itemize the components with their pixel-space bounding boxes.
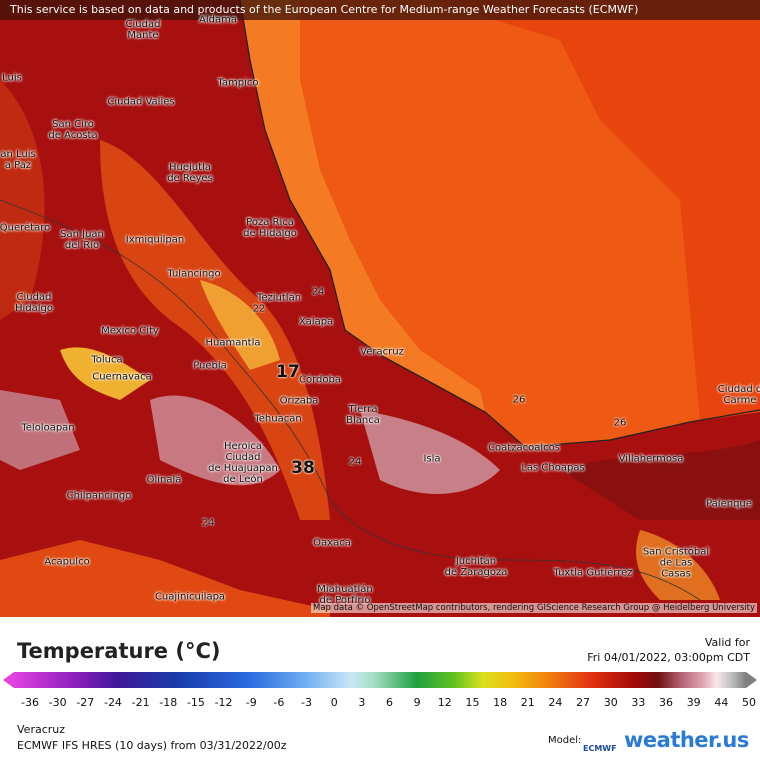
city-label: Ixmiquilpan xyxy=(125,234,185,246)
city-label: Veracruz xyxy=(360,346,404,358)
legend-title: Temperature (°C) xyxy=(17,639,221,663)
colorbar-tick-label: -3 xyxy=(301,696,313,709)
city-label: Poza Rica de Hidalgo xyxy=(243,217,297,239)
contour-label: 24 xyxy=(311,286,325,298)
colorbar-tick-label: 50 xyxy=(742,696,756,709)
city-label: Ciudad d Carme xyxy=(717,384,760,406)
model-label: Model: xyxy=(548,735,582,746)
colorbar-tick-label: 18 xyxy=(493,696,508,709)
city-label: Juchitán de Zaragoza xyxy=(444,556,508,578)
colorbar-tick-label: -12 xyxy=(214,696,233,709)
contour-label: 38 xyxy=(291,458,315,478)
valid-time: Fri 04/01/2022, 03:00pm CDT xyxy=(587,651,750,664)
contour-label: 24 xyxy=(348,456,362,468)
contour-label: 17 xyxy=(276,362,300,382)
valid-label: Valid for xyxy=(704,636,750,649)
brand-logo[interactable]: weather.us xyxy=(624,728,749,752)
city-label: Ciudad Valles xyxy=(107,96,175,108)
map: This service is based on data and produc… xyxy=(0,0,760,617)
city-label: Las Choapas xyxy=(521,462,585,474)
city-label: Teloloapan xyxy=(21,422,75,434)
colorbar-tick-label: 15 xyxy=(465,696,480,709)
colorbar-tick-label: -21 xyxy=(131,696,150,709)
colorbar-tick-label: -24 xyxy=(103,696,122,709)
city-label: Cuernavaca xyxy=(92,371,152,383)
city-label: Acapulco xyxy=(44,556,90,568)
city-label: Cuajinicuilapa xyxy=(154,591,226,603)
city-label: Olinalá xyxy=(146,474,182,486)
city-label: Tuxtla Gutiérrez xyxy=(553,567,633,579)
colorbar xyxy=(14,672,746,688)
colorbar-tick-label: 36 xyxy=(659,696,674,709)
city-label: Chilpancingo xyxy=(66,490,132,502)
city-label: Toluca xyxy=(91,354,123,366)
map-background xyxy=(0,0,760,617)
city-label: Luis xyxy=(2,72,22,84)
city-label: Tehuacán xyxy=(254,413,302,425)
city-label: Isla xyxy=(423,453,441,465)
city-label: Puebla xyxy=(193,360,227,372)
colorbar-tick-label: -15 xyxy=(186,696,205,709)
city-label: Córdoba xyxy=(299,374,341,386)
city-label: Oaxaca xyxy=(313,537,351,549)
city-label: San Juan del Río xyxy=(60,229,104,251)
valid-box: Valid for Fri 04/01/2022, 03:00pm CDT xyxy=(587,635,750,665)
colorbar-tick-label: 0 xyxy=(330,696,338,709)
city-label: Tampico xyxy=(217,77,259,89)
city-label: Teziutlán xyxy=(256,292,302,304)
colorbar-tick-label: 39 xyxy=(686,696,701,709)
city-label: Huejutla de Reyes xyxy=(167,162,213,184)
city-label: Ciudad Mante xyxy=(125,19,161,41)
city-label: Querétaro xyxy=(0,222,51,234)
city-label: Huamantla xyxy=(205,337,261,349)
location: Veracruz xyxy=(17,723,66,736)
contour-label: 22 xyxy=(252,303,266,315)
city-label: San Cristóbal de Las Casas xyxy=(642,546,710,580)
colorbar-tick-label: 9 xyxy=(413,696,421,709)
colorbar-tick-label: 3 xyxy=(358,696,366,709)
contour-label: 26 xyxy=(613,417,627,429)
contour-label: 24 xyxy=(201,517,215,529)
model-logo: ECMWF xyxy=(583,744,617,753)
colorbar-tick-label: -30 xyxy=(48,696,67,709)
city-label: Heroica Ciudad de Huajuapan de León xyxy=(208,441,278,485)
colorbar-arrow xyxy=(3,672,14,688)
city-label: Tulancingo xyxy=(167,268,221,280)
colorbar-tick-label: 12 xyxy=(437,696,452,709)
city-label: Coatzacoalcos xyxy=(488,442,560,454)
city-label: Palenque xyxy=(706,498,752,510)
contour-label: 26 xyxy=(512,394,526,406)
city-label: Mexico City xyxy=(101,325,159,337)
colorbar-tick-label: -36 xyxy=(21,696,39,709)
attribution: Map data © OpenStreetMap contributors, r… xyxy=(311,603,757,613)
colorbar-arrow xyxy=(746,672,757,688)
city-label: Orizaba xyxy=(279,395,319,407)
city-label: Tierra Blanca xyxy=(346,404,380,426)
city-label: an Luis a Paz xyxy=(0,149,36,171)
city-label: Xalapa xyxy=(298,316,334,328)
notice: This service is based on data and produc… xyxy=(0,0,760,20)
city-label: Villahermosa xyxy=(618,453,684,465)
city-label: Miahuatlán de Porfirio xyxy=(317,584,373,606)
colorbar-tick-label: 44 xyxy=(714,696,729,709)
colorbar-tick-label: -6 xyxy=(273,696,285,709)
colorbar-tick-label: -27 xyxy=(76,696,95,709)
city-label: Ciudad Hidalgo xyxy=(14,292,54,314)
city-label: San Ciro de Acosta xyxy=(48,119,98,141)
colorbar-tick-label: 6 xyxy=(386,696,393,709)
colorbar-tick-label: 21 xyxy=(520,696,535,709)
colorbar-tick-label: -18 xyxy=(159,696,178,709)
colorbar-tick-label: 24 xyxy=(548,696,563,709)
colorbar-tick-label: 33 xyxy=(631,696,646,709)
colorbar-tick-label: -9 xyxy=(245,696,257,709)
colorbar-tick-label: 30 xyxy=(603,696,618,709)
city-label: Aldama xyxy=(199,14,237,26)
colorbar-tick-label: 27 xyxy=(576,696,591,709)
model-run: ECMWF IFS HRES (10 days) from 03/31/2022… xyxy=(17,739,287,752)
